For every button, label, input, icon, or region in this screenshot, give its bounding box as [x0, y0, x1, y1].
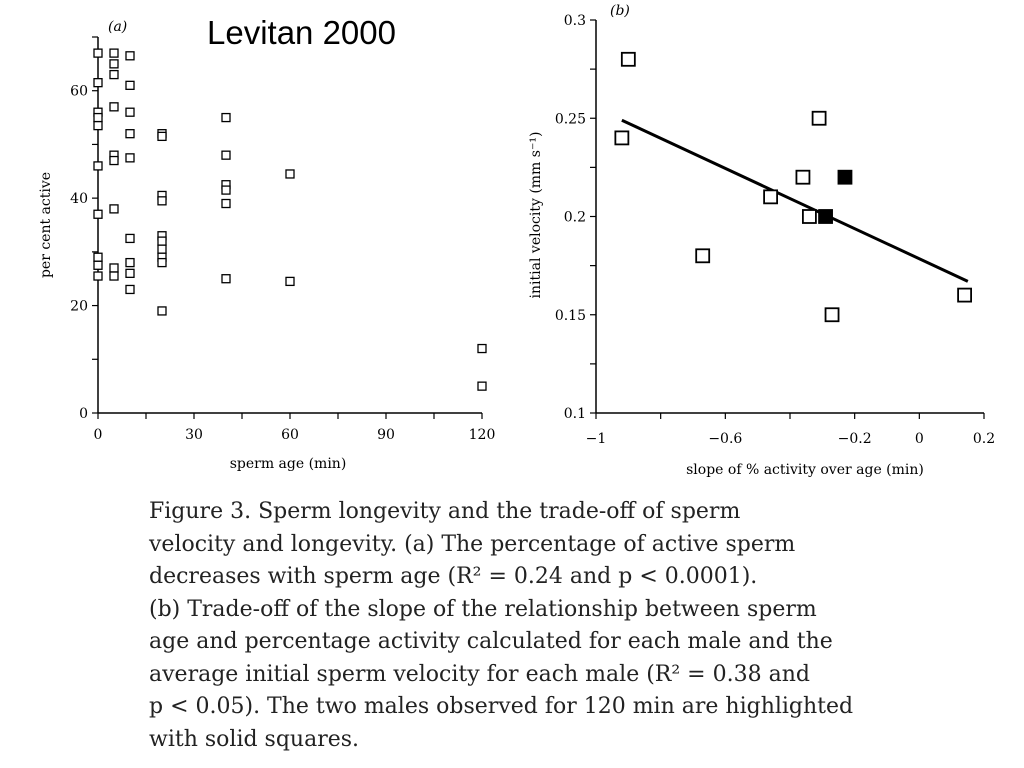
data-point-open-square	[109, 155, 119, 166]
data-point-open-square	[125, 129, 135, 139]
y-axis-label: per cent active	[38, 172, 54, 278]
data-point-open-square	[125, 107, 135, 117]
x-tick-label: 0	[915, 431, 924, 447]
data-point-solid-square	[818, 209, 833, 224]
caption-line: decreases with sperm age (R² = 0.24 and …	[149, 564, 758, 589]
caption-line: with solid squares.	[149, 726, 360, 752]
data-point-open-square	[93, 120, 103, 131]
y-axis-label: initial velocity (mm s⁻¹)	[528, 132, 544, 299]
data-point-open-square	[957, 287, 973, 303]
x-tick-label: 90	[377, 427, 395, 443]
x-tick-label: 30	[185, 427, 203, 443]
slide-title: Levitan 2000	[207, 14, 396, 51]
x-tick-label: −0.2	[838, 431, 872, 447]
y-tick-label: 20	[70, 299, 88, 315]
data-point-open-square	[285, 169, 295, 179]
data-point-open-square	[695, 248, 711, 264]
data-point-open-square	[221, 185, 231, 195]
data-point-open-square	[93, 78, 103, 88]
data-point-open-square	[93, 260, 103, 270]
data-point-open-square	[614, 130, 630, 146]
x-tick-label: 60	[281, 427, 299, 443]
data-point-open-square	[109, 204, 119, 214]
data-point-open-square	[157, 196, 167, 206]
x-axis-label: sperm age (min)	[230, 456, 347, 472]
data-point-open-square	[795, 169, 811, 185]
data-point-open-square	[157, 131, 167, 142]
caption-line: velocity and longevity. (a) The percenta…	[149, 531, 796, 557]
data-point-open-square	[125, 153, 135, 163]
data-point-open-square	[125, 284, 135, 295]
data-point-open-square	[109, 59, 119, 69]
y-tick-label: 40	[70, 191, 88, 207]
panel-label: (a)	[108, 19, 127, 35]
data-point-open-square	[93, 112, 103, 123]
y-tick-label: 0.15	[555, 308, 586, 324]
data-point-open-square	[477, 343, 487, 354]
data-point-open-square	[221, 112, 231, 123]
data-point-open-square	[109, 102, 119, 112]
caption-line: age and percentage activity calculated f…	[149, 629, 833, 654]
y-tick-label: 0.3	[564, 13, 586, 29]
y-tick-label: 0.2	[564, 210, 586, 226]
x-tick-label: 0	[94, 427, 103, 443]
y-tick-label: 0	[79, 406, 88, 422]
data-point-open-square	[125, 51, 135, 61]
panel-label: (b)	[610, 3, 630, 19]
data-point-open-square	[93, 48, 103, 58]
data-point-open-square	[801, 209, 817, 224]
data-point-open-square	[824, 307, 840, 323]
data-point-open-square	[109, 263, 119, 273]
data-point-open-square	[125, 268, 135, 278]
x-axis-label: slope of % activity over age (min)	[686, 462, 924, 478]
data-point-open-square	[620, 51, 636, 67]
data-point-solid-square	[837, 169, 853, 185]
data-point-open-square	[109, 48, 119, 58]
x-tick-label: −0.6	[708, 431, 742, 447]
caption-line: average initial sperm velocity for each …	[149, 661, 810, 687]
y-tick-label: 0.25	[555, 111, 586, 127]
chart-a-percent-active-vs-sperm-age: 0 20 40 60 0 30 60 90 120 (a) sperm age (min) per c…	[38, 19, 496, 472]
data-point-open-square	[157, 306, 167, 316]
x-tick-label: 120	[469, 427, 496, 443]
caption-line: Figure 3. Sperm longevity and the trade-…	[149, 499, 741, 524]
data-point-open-square	[157, 236, 167, 246]
data-point-open-square	[93, 209, 103, 219]
regression-fit-line	[621, 118, 969, 283]
x-tick-label: 0.2	[973, 431, 995, 447]
data-point-open-square	[109, 271, 119, 281]
data-point-open-square	[109, 69, 119, 80]
data-point-open-square	[477, 381, 487, 391]
figure-caption: Figure 3. Sperm longevity and the trade-…	[149, 496, 949, 756]
data-point-open-square	[763, 189, 779, 205]
x-tick-label: −1	[586, 431, 607, 447]
data-point-open-square	[285, 276, 295, 287]
data-point-open-square	[125, 233, 135, 244]
data-point-open-square	[93, 252, 103, 262]
data-point-open-square	[221, 198, 231, 209]
data-point-open-square	[221, 274, 231, 284]
data-point-open-square	[157, 257, 167, 268]
y-tick-label: 60	[70, 84, 88, 100]
y-tick-label: 0.1	[564, 406, 586, 422]
caption-line: p < 0.05). The two males observed for 12…	[149, 694, 854, 719]
chart-b-initial-velocity-vs-activity-slope: 0.1 0.15 0.2 0.25 0.3 −1 −0.6 −0.2 0 0.2 (b) slope …	[528, 3, 995, 478]
data-point-open-square	[811, 110, 827, 126]
data-point-open-square	[157, 244, 167, 254]
data-point-open-square	[125, 80, 135, 90]
data-point-open-square	[93, 161, 103, 171]
data-point-open-square	[93, 271, 103, 281]
caption-line: (b) Trade-off of the slope of the relati…	[149, 596, 817, 622]
data-point-open-square	[125, 257, 135, 268]
data-point-open-square	[221, 150, 231, 160]
